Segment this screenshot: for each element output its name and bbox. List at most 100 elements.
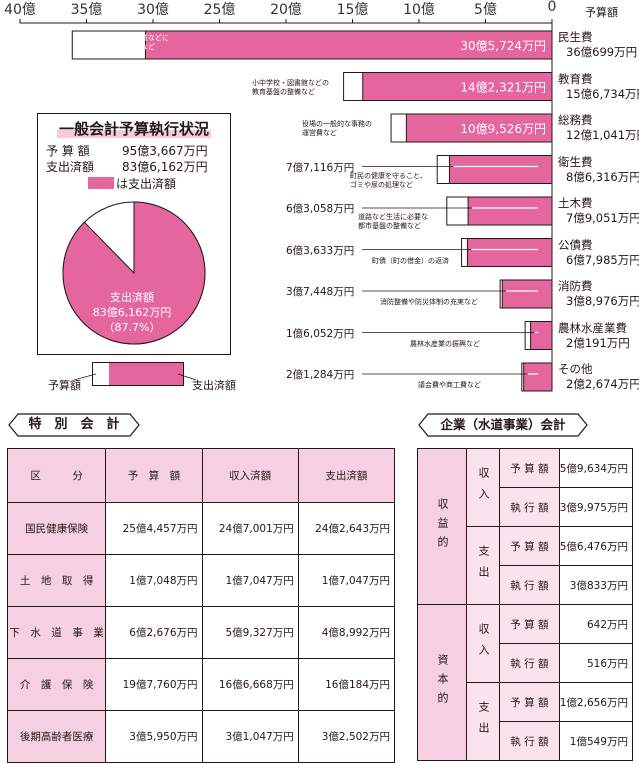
sub-label: 収入 (466, 604, 500, 683)
special-account-title: 特 別 会 計 (28, 417, 120, 432)
sub-label: 支出 (466, 526, 500, 605)
row-label: 予 算 額 (499, 682, 560, 722)
category-name: 教育費 (558, 71, 593, 86)
axis-tick-label: 0 (547, 0, 557, 15)
bar-description: 町債（町の借金）の返済 (372, 256, 449, 265)
table-cell: 16億184万円 (297, 658, 396, 711)
bar-description: 議会費や商工費など (418, 381, 481, 389)
table-cell: 5億9,327万円 (201, 606, 299, 659)
table-row: 支出予 算 額 1億2,656万円 (418, 682, 634, 761)
table-cell: 1億7,047万円 (297, 554, 396, 607)
bar-spent-label: 6億3,058万円 (286, 203, 355, 215)
category-name: 公債費 (558, 237, 593, 252)
column-header: 区 分 (6, 448, 107, 503)
table-row: 執 行 額 516万円 (418, 643, 634, 683)
bar-spent-label: 1億6,052万円 (286, 327, 355, 340)
bar-spent (448, 155, 553, 184)
bar-spent (144, 30, 553, 60)
special-account-table: 区 分予 算 額収入済額 支出済額 国民健康保険 25億4,457万円 24億7,001… (6, 448, 396, 763)
bar-spent (362, 72, 553, 101)
legend-budget-label: 予算額 (48, 379, 81, 392)
column-header: 予 算 額 (105, 448, 203, 503)
category-budget: 36億699万円 (566, 45, 638, 59)
row-label: 介 護 保 険 (6, 658, 107, 711)
axis-tick-label: 10億 (403, 2, 435, 18)
table-row: 執 行 額 1億549万円 (418, 721, 634, 761)
bar-description: 高齢者や障害者・児童などに 対する福祉サービスなど (78, 34, 169, 51)
row-label: 執 行 額 (499, 721, 560, 761)
category-name: 土木費 (558, 196, 593, 210)
bar-spent (530, 321, 553, 350)
pie-label-3: （87.7%） (104, 321, 161, 334)
category-budget: 7億9,051万円 (566, 211, 639, 225)
table-row: 収益的 収入予 算 額 5億9,634万円 (417, 448, 634, 605)
category-name: 総務費 (558, 113, 593, 127)
table-cell: 19億7,760万円 (105, 658, 203, 711)
axis-tick-label: 25億 (203, 2, 236, 18)
row-label: 予 算 額 (499, 448, 560, 488)
sub-label: 支出 (466, 682, 500, 761)
bar-description: 道路など生活に必要な 都市基盤の整備など (358, 213, 428, 230)
row-label: 後期高齢者医療 (6, 710, 107, 763)
legend-spent-fill (109, 363, 183, 385)
category-budget: 2億191万円 (566, 335, 630, 350)
table-cell: 3億5,950万円 (105, 710, 203, 763)
category-budget: 6億7,985万円 (566, 252, 639, 267)
row-label: 予 算 額 (499, 604, 560, 644)
summary-budget-label: 予 算 額 (46, 144, 90, 158)
bar-spent (405, 113, 553, 143)
category-name: 農林水産業費 (558, 320, 627, 335)
bar-spent (501, 279, 553, 309)
summary-title: 一般会計予算執行状況 (56, 120, 211, 138)
table-cell: 6億2,676万円 (105, 606, 203, 659)
legend-swatch (88, 177, 114, 189)
bar-spent-label: 2億1,284万円 (286, 369, 355, 381)
bar-description: 農林水産業の振興など (410, 339, 480, 348)
table-cell: 16億6,668万円 (201, 658, 299, 711)
column-header: 収入済額 (201, 448, 299, 503)
bar-spent-label: 30億5,724万円 (460, 39, 546, 53)
axis-tick-label: 20億 (270, 2, 302, 18)
summary-spent-value: 83億6,162万円 (122, 160, 208, 174)
bar-spent-label: 6億3,633万円 (286, 244, 355, 257)
summary-budget-value: 95億3,667万円 (122, 144, 208, 158)
table-cell: 24億7,001万円 (201, 502, 299, 555)
bar-spent (467, 196, 553, 226)
bar-spent-label: 7億7,116万円 (286, 161, 355, 174)
table-cell: 642万円 (558, 604, 634, 644)
sub-label: 収入 (466, 448, 500, 527)
legend-spent-label: 支出済額 (192, 379, 236, 392)
bar-description: 役場の一般的な事務の 運営費など (302, 120, 372, 137)
table-cell: 5億9,634万円 (558, 448, 634, 488)
bar-description: 町民の健康を守ること、 ゴミや尿の処理など (350, 171, 427, 189)
table-row: 土 地 取 得 1億7,048万円 1億7,047万円 1億7,047万円 (6, 554, 396, 607)
water-account-title: 企業（水道事業）会計 (440, 417, 566, 432)
pie-label-1: 支出済額 (110, 290, 154, 304)
bar-spent (466, 238, 553, 267)
axis-tick-label: 15億 (336, 2, 369, 18)
table-row: 後期高齢者医療 3億5,950万円 3億1,047万円 3億2,502万円 (6, 710, 396, 763)
category-budget: 12億1,041万円 (566, 128, 639, 142)
category-name: 衛生費 (558, 154, 593, 169)
column-header: 支出済額 (297, 448, 396, 503)
table-header-row: 区 分予 算 額収入済額 支出済額 (6, 448, 396, 503)
axis-tick-label: 35億 (70, 2, 103, 18)
bar-description: 消防整備や防災体制の充実など (380, 298, 478, 306)
row-label: 国民健康保険 (6, 502, 107, 555)
bar-spent-label: 3億7,448万円 (286, 286, 355, 298)
table-cell: 3億833万円 (558, 565, 634, 605)
table-cell: 24億2,643万円 (297, 502, 396, 555)
group-label: 資本的 (417, 604, 467, 761)
table-cell: 1億2,656万円 (558, 682, 634, 722)
category-budget: 2億2,674万円 (566, 377, 639, 391)
table-cell: 516万円 (558, 643, 634, 683)
category-budget: 8億6,316万円 (566, 169, 639, 184)
spent-pie-chart: 支出済額 83億6,162万円 （87.7%） (62, 201, 206, 345)
category-name: その他 (558, 362, 593, 376)
bar-description: 小中学校・図書館などの 教育基盤の整備など (252, 78, 329, 96)
summary-spent-label: 支出済額 (46, 160, 95, 174)
pie-label-2: 83億6,162万円 (93, 306, 172, 319)
legend-leader-lines (73, 373, 197, 381)
row-label: 執 行 額 (499, 487, 560, 527)
row-label: 執 行 額 (499, 565, 560, 605)
